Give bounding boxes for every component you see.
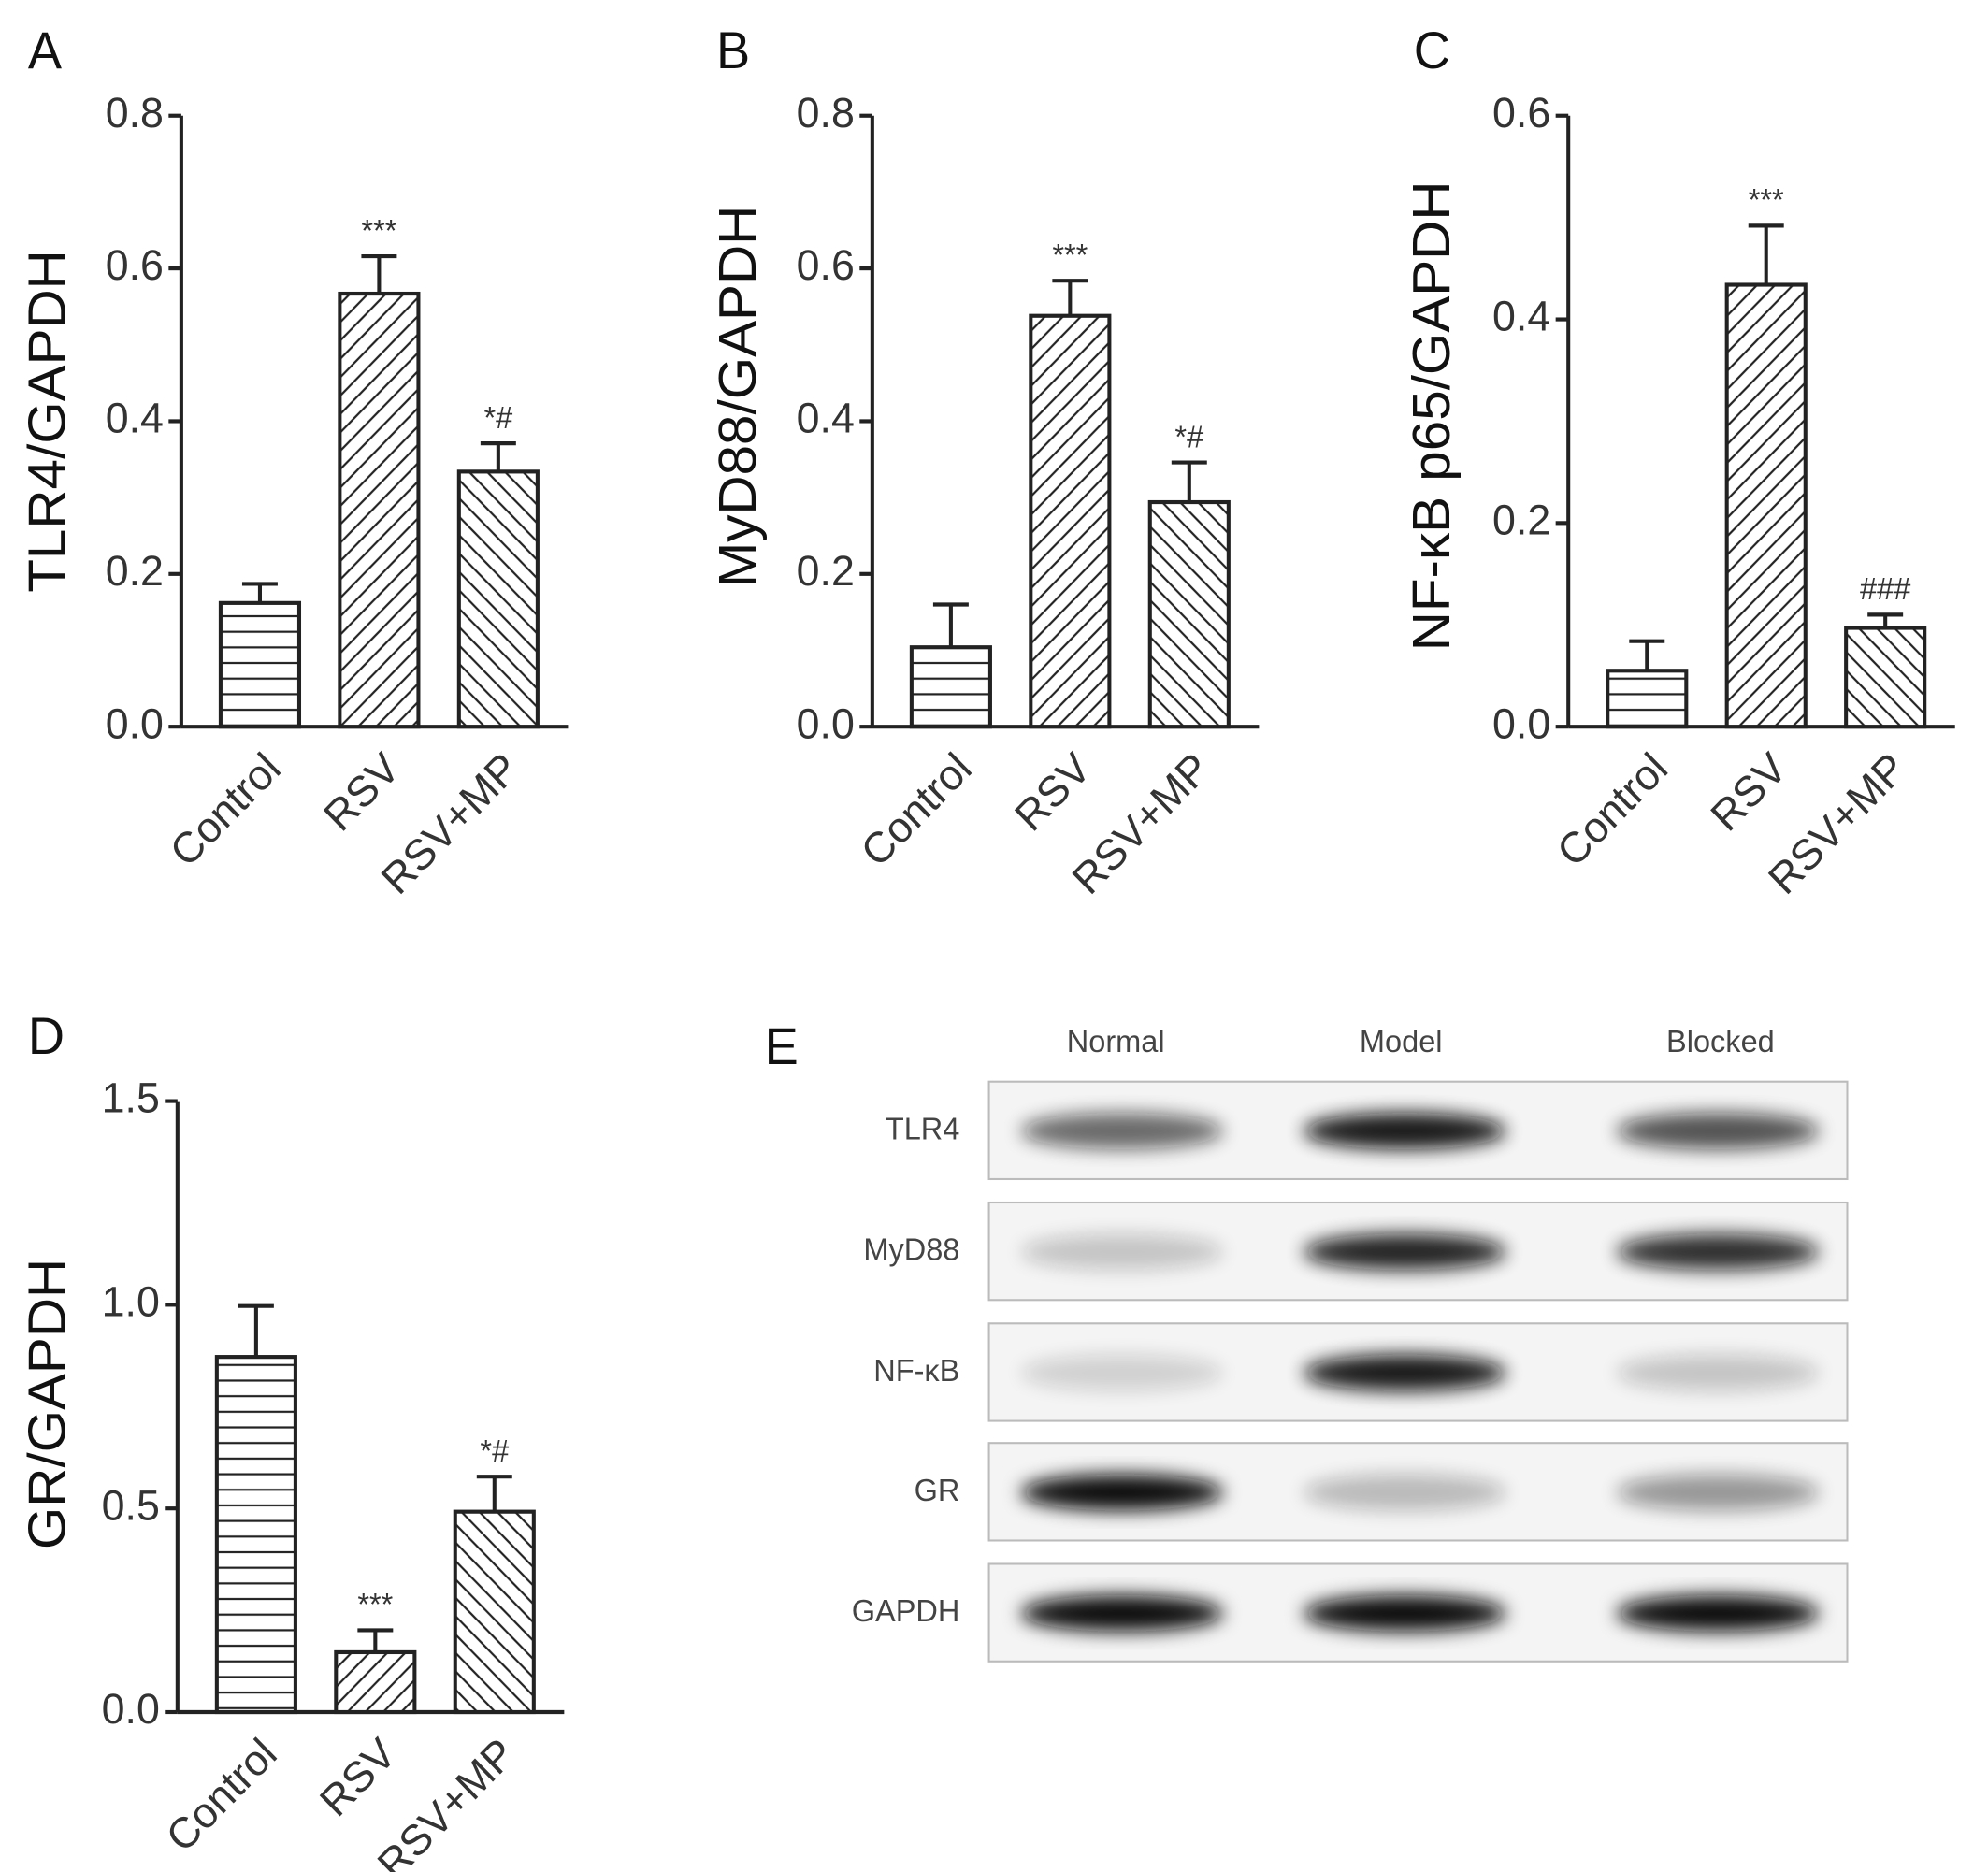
x-tick-label: Control: [161, 743, 290, 875]
blot-band: [1616, 1113, 1820, 1150]
blot-band: [1303, 1594, 1506, 1632]
y-tick-label: 0.6: [106, 241, 164, 290]
panel-label: C: [1414, 21, 1450, 79]
blot-band: [1020, 1474, 1224, 1511]
y-axis-label: NF-κB p65/GAPDH: [1403, 180, 1462, 651]
y-tick-label: 0.5: [102, 1481, 160, 1530]
significance-label: *#: [480, 1433, 509, 1468]
bar: [909, 645, 992, 729]
y-tick-label: 0.6: [797, 241, 855, 290]
protein-label: GR: [915, 1472, 960, 1506]
blot-band: [1303, 1474, 1506, 1511]
blot-band: [1020, 1233, 1224, 1271]
y-axis-label: GR/GAPDH: [18, 1259, 77, 1549]
y-tick-label: 0.2: [797, 546, 855, 595]
lane-label: Normal: [1067, 1024, 1165, 1058]
panel-label: D: [28, 1006, 65, 1065]
lane-label: Blocked: [1666, 1024, 1775, 1058]
y-tick-label: 0.8: [106, 88, 164, 137]
bar: [456, 469, 540, 729]
protein-label: TLR4: [886, 1111, 960, 1145]
blot-band: [1616, 1594, 1820, 1632]
blot-band: [1020, 1354, 1224, 1391]
blot-band: [1303, 1233, 1506, 1271]
protein-label: GAPDH: [852, 1593, 960, 1628]
y-axis-label: MyD88/GAPDH: [709, 206, 768, 588]
significance-label: ***: [1749, 182, 1784, 217]
bar: [1724, 282, 1808, 729]
y-tick-label: 0.4: [797, 394, 855, 442]
y-tick-label: 1.5: [102, 1073, 160, 1122]
blot-band: [1020, 1113, 1224, 1150]
bar: [1606, 669, 1689, 729]
panel-label: E: [765, 1016, 799, 1075]
y-tick-label: 0.4: [106, 394, 164, 442]
x-tick-label: Control: [157, 1729, 286, 1861]
y-axis-label: TLR4/GAPDH: [18, 250, 77, 593]
significance-label: *#: [1174, 419, 1203, 454]
bar: [1844, 626, 1927, 729]
y-tick-label: 0.4: [1492, 292, 1550, 340]
bar: [1029, 313, 1112, 729]
y-tick-label: 0.0: [1492, 699, 1550, 748]
y-tick-label: 0.2: [106, 546, 164, 595]
bar: [334, 1649, 417, 1715]
protein-label: NF-κB: [873, 1353, 959, 1388]
lane-label: Model: [1360, 1024, 1443, 1058]
y-tick-label: 0.8: [797, 88, 855, 137]
bar: [1147, 499, 1231, 729]
x-tick-label: RSV: [1702, 743, 1796, 841]
bar: [338, 291, 421, 729]
blot-band: [1616, 1474, 1820, 1511]
blot-band: [1303, 1354, 1506, 1391]
y-tick-label: 0.0: [102, 1685, 160, 1734]
y-tick-label: 0.0: [106, 699, 164, 748]
x-tick-label: RSV: [310, 1729, 405, 1826]
significance-label: ***: [357, 1587, 393, 1621]
panel-label: A: [28, 21, 63, 79]
x-tick-label: RSV: [1005, 743, 1100, 841]
x-tick-label: Control: [1548, 743, 1677, 875]
bar: [214, 1355, 297, 1715]
significance-label: ***: [1052, 238, 1088, 272]
y-tick-label: 0.0: [797, 699, 855, 748]
x-tick-label: Control: [852, 743, 981, 875]
significance-label: ***: [361, 212, 396, 247]
blot-band: [1616, 1354, 1820, 1391]
bar: [218, 600, 302, 729]
significance-label: *#: [483, 400, 512, 435]
y-tick-label: 0.2: [1492, 496, 1550, 544]
y-tick-label: 1.0: [102, 1277, 160, 1326]
x-tick-label: RSV: [314, 743, 409, 841]
y-tick-label: 0.6: [1492, 88, 1550, 137]
blot-band: [1616, 1233, 1820, 1271]
significance-label: ###: [1860, 571, 1911, 606]
bar: [453, 1509, 536, 1715]
protein-label: MyD88: [863, 1231, 959, 1266]
blot-band: [1303, 1113, 1506, 1150]
blot-band: [1020, 1594, 1224, 1632]
panel-label: B: [716, 21, 750, 79]
